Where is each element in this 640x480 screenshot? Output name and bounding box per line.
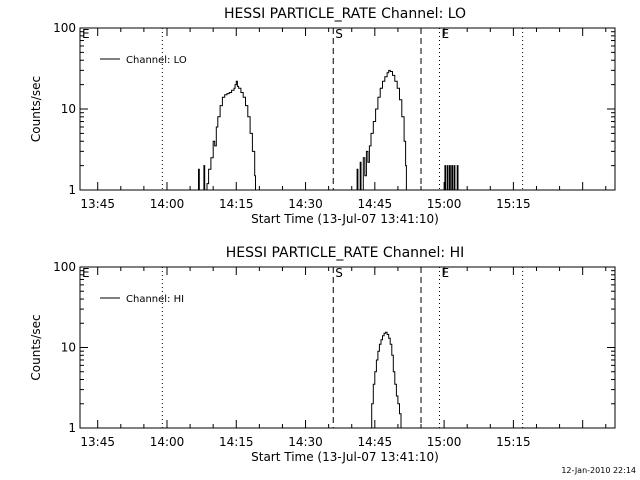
chart-panel-lo: HESSI PARTICLE_RATE Channel: LO 1 10 100 13:… [29, 6, 616, 226]
legend-label: Channel: LO [126, 55, 187, 66]
chart-title: HESSI PARTICLE_RATE Channel: HI [226, 245, 464, 261]
y-axis-label: Counts/sec [29, 314, 43, 380]
marker-label: S [335, 27, 343, 41]
marker-label: S [335, 266, 343, 280]
x-tick-label: 15:00 [427, 435, 462, 449]
y-tick-label: 10 [61, 341, 76, 355]
x-tick-label: 13:45 [80, 197, 115, 211]
marker-label: E [441, 27, 449, 41]
timestamp-stamp: 12-Jan-2010 22:14 [561, 466, 636, 475]
x-tick-label: 14:00 [150, 435, 185, 449]
plot-frame [79, 27, 616, 191]
plot-frame [79, 266, 616, 429]
series-line [444, 165, 459, 191]
x-axis-label: Start Time (13-Jul-07 13:41:10) [251, 212, 439, 226]
x-tick-label: 14:15 [219, 435, 254, 449]
x-tick-label: 15:00 [427, 197, 462, 211]
y-tick-label: 100 [53, 21, 76, 35]
chart-panel-hi: HESSI PARTICLE_RATE Channel: HI 1 10 100 13:… [29, 245, 616, 464]
x-tick-label: 14:30 [288, 197, 323, 211]
series-line [356, 69, 407, 191]
chart-title: HESSI PARTICLE_RATE Channel: LO [224, 6, 466, 22]
y-axis-label: Counts/sec [29, 76, 43, 142]
x-tick-label: 14:30 [288, 435, 323, 449]
x-tick-label: 15:15 [496, 435, 531, 449]
y-tick-label: 100 [53, 260, 76, 274]
legend-label: Channel: HI [126, 294, 184, 305]
y-tick-label: 1 [68, 183, 76, 197]
x-tick-label: 14:45 [358, 197, 393, 211]
x-tick-label: 14:45 [358, 435, 393, 449]
x-tick-label: 14:00 [150, 197, 185, 211]
marker-label: E [441, 266, 449, 280]
y-tick-label: 1 [68, 421, 76, 435]
x-axis-label: Start Time (13-Jul-07 13:41:10) [251, 450, 439, 464]
marker-label: E [82, 27, 90, 41]
y-tick-label: 10 [61, 102, 76, 116]
x-tick-label: 14:15 [219, 197, 254, 211]
series-line [197, 80, 256, 191]
marker-label: E [82, 266, 90, 280]
x-tick-label: 15:15 [496, 197, 531, 211]
series-line [370, 331, 402, 429]
x-tick-label: 13:45 [80, 435, 115, 449]
